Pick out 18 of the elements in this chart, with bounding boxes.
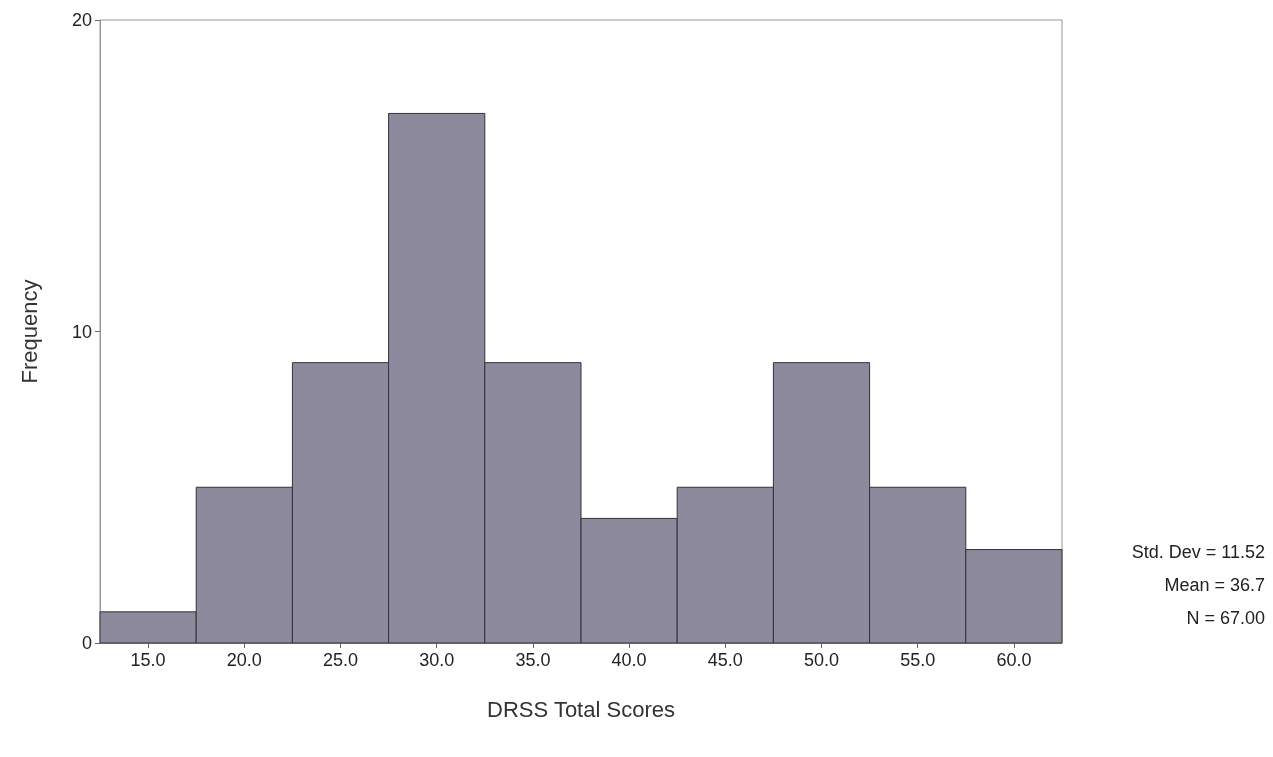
text: Std. Dev = 11.52 (1131, 542, 1266, 562)
y-tick-label: 0 (81, 633, 92, 653)
x-tick-label: 50.0 (803, 650, 840, 670)
x-tick-label: 35.0 (515, 650, 551, 670)
x-tick-label: 25.0 (322, 650, 359, 670)
y-tick-label: 10 (71, 321, 92, 342)
x-tick-label: 45.0 (707, 650, 743, 670)
x-tick-label: 40.0 (611, 650, 647, 670)
x-axis-title: DRSS Total Scores (487, 696, 675, 722)
x-tick-label: 15.0 (130, 650, 166, 670)
x-tick-label: 55.0 (900, 650, 936, 670)
x-tick-label: 60.0 (996, 650, 1032, 670)
x-tick-label: 20.0 (226, 650, 262, 670)
text: N = 67.00 (1186, 608, 1266, 628)
y-tick-label: 20 (71, 10, 92, 30)
text: Mean = 36.7 (1164, 575, 1265, 595)
x-tick-label: 30.0 (419, 650, 455, 670)
y-axis-title: Frequency (16, 279, 42, 384)
